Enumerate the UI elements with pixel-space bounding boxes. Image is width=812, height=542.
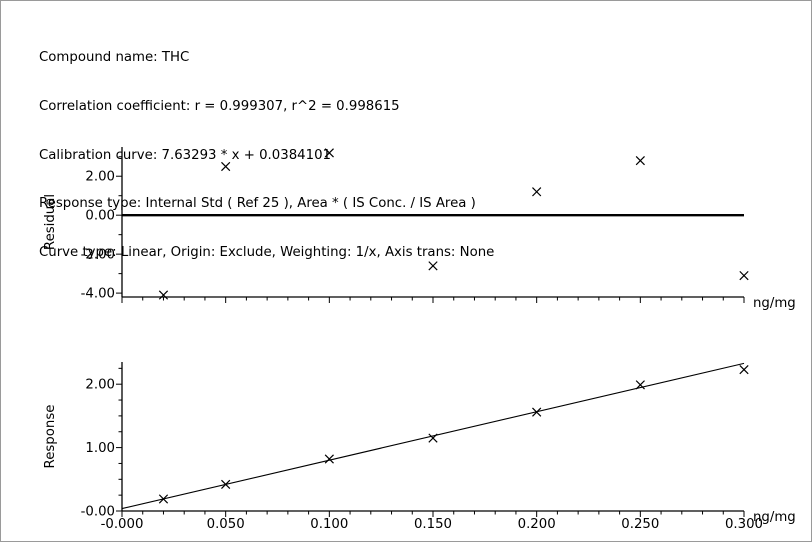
x-tick-label: 0.200: [518, 517, 556, 532]
x-axis-label: ng/mg: [753, 510, 796, 525]
x-axis-label: ng/mg: [753, 296, 796, 311]
correlation-coefficient: Correlation coefficient: r = 0.999307, r…: [39, 99, 400, 114]
data-point: [221, 479, 231, 489]
data-point: [158, 494, 169, 504]
calibration-curve: Calibration curve: 7.63293 * x + 0.03841…: [39, 147, 331, 163]
y-tick-label: 1.00: [85, 441, 115, 456]
data-point: [221, 161, 231, 172]
x-tick-label: 0.050: [207, 517, 245, 532]
report-header: Compound name: THC Correlation coefficie…: [39, 18, 494, 293]
y-axis-label: Residual: [43, 194, 58, 250]
data-point: [532, 187, 542, 197]
y-tick-label: -2.00: [81, 248, 115, 263]
x-tick-label: 0.250: [621, 517, 659, 532]
data-point: [324, 148, 334, 158]
compound-name: Compound name: THC: [39, 50, 190, 66]
data-point: [739, 270, 749, 281]
residual-plot: 2.00 0.00 -2.00 -4.00 Residual ng/mg: [43, 147, 796, 311]
y-tick-label: -4.00: [81, 287, 115, 302]
data-point: [635, 156, 645, 166]
y-tick-label: 2.00: [85, 378, 115, 393]
y-tick-label: -0.00: [81, 505, 115, 520]
curve-type: Curve type: Linear, Origin: Exclude, Wei…: [39, 244, 495, 260]
response-plot: 2.00 1.00 -0.00 Response ng/mg -0.000 0.050 0.1…: [43, 362, 796, 532]
data-point: [158, 290, 169, 300]
data-point: [428, 261, 438, 271]
x-tick-label: 0.150: [414, 517, 452, 532]
fit-line: [121, 362, 745, 510]
data-point: [532, 407, 542, 417]
x-tick-label: 0.300: [725, 517, 763, 532]
x-tick-label: 0.100: [310, 517, 348, 532]
data-point: [428, 433, 438, 443]
data-point: [739, 364, 749, 375]
y-tick-label: 0.00: [85, 209, 115, 224]
response-type: Response type: Internal Std ( Ref 25 ), …: [39, 196, 476, 212]
data-point: [324, 454, 334, 464]
y-tick-label: 2.00: [85, 170, 115, 185]
y-axis-label: Response: [43, 405, 58, 469]
x-tick-label: -0.000: [101, 517, 144, 532]
data-point: [635, 380, 645, 390]
